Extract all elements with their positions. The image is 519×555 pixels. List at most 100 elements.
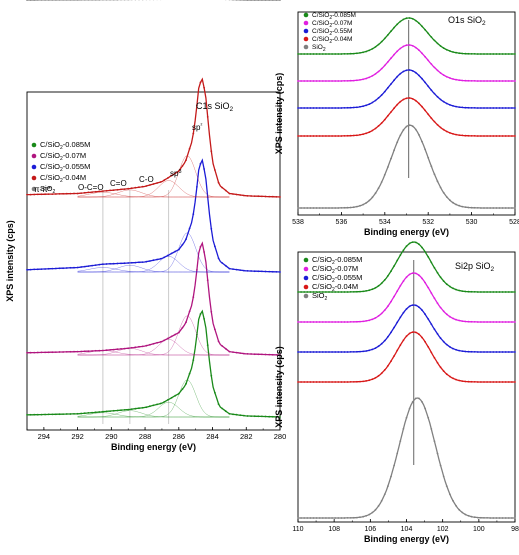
data-point [337, 321, 339, 323]
data-point [415, 72, 417, 74]
data-point [483, 291, 485, 293]
x-axis-label: Binding energy (eV) [364, 534, 449, 544]
data-point [268, 271, 270, 273]
data-point [365, 51, 367, 53]
data-point [331, 351, 333, 353]
data-point [449, 77, 451, 79]
data-point [449, 346, 451, 348]
data-point [210, 311, 212, 313]
series-markers-2 [297, 304, 516, 353]
x-tick-label: 104 [401, 526, 413, 533]
data-point [88, 265, 90, 267]
data-point [261, 416, 263, 418]
data-point [511, 135, 513, 137]
data-point [347, 517, 349, 519]
data-point [437, 96, 439, 98]
data-point [486, 80, 488, 82]
data-point [207, 344, 209, 346]
data-point [514, 381, 516, 383]
data-point [430, 292, 432, 294]
data-point [319, 351, 321, 353]
data-point [229, 193, 231, 195]
data-point [502, 135, 504, 137]
data-point [300, 321, 302, 323]
data-point [403, 19, 405, 21]
data-point [247, 195, 249, 197]
data-point [51, 351, 53, 353]
data-point [434, 93, 436, 95]
data-point [427, 60, 429, 62]
data-point [511, 381, 513, 383]
data-point [409, 305, 411, 307]
data-point [486, 351, 488, 353]
data-point [325, 351, 327, 353]
data-point [359, 516, 361, 518]
data-point [477, 321, 479, 323]
data-point [381, 313, 383, 315]
data-point [424, 282, 426, 284]
data-point [225, 190, 227, 192]
data-point [80, 266, 82, 268]
data-point [124, 262, 126, 264]
data-point [384, 309, 386, 311]
data-point [229, 268, 231, 270]
data-point [203, 251, 205, 253]
data-point [449, 132, 451, 134]
data-point [480, 291, 482, 293]
data-point [113, 263, 115, 265]
data-point [113, 410, 115, 412]
data-point [368, 349, 370, 351]
data-point [393, 355, 395, 357]
data-point [468, 351, 470, 353]
data-point [356, 206, 358, 208]
data-point [412, 70, 414, 72]
data-point [390, 111, 392, 113]
data-point [390, 158, 392, 160]
data-point [406, 308, 408, 310]
data-point [117, 348, 119, 350]
x-tick-label: 98 [511, 526, 519, 533]
data-point [381, 282, 383, 284]
data-point [409, 69, 411, 71]
data-point [225, 265, 227, 267]
data-point [421, 106, 423, 108]
data-point [300, 351, 302, 353]
x-tick-label: 528 [509, 219, 519, 226]
data-point [508, 107, 510, 109]
data-point [437, 302, 439, 304]
data-point [316, 351, 318, 353]
data-point [390, 360, 392, 362]
component-fit-1-3 [78, 348, 230, 355]
data-point [378, 44, 380, 46]
x-tick-label: 292 [71, 432, 84, 441]
data-point [437, 43, 439, 45]
data-point [468, 291, 470, 293]
data-point [337, 207, 339, 209]
data-point [319, 80, 321, 82]
data-point [421, 278, 423, 280]
data-point [468, 107, 470, 109]
data-point [325, 517, 327, 519]
data-point [403, 339, 405, 341]
data-point [412, 241, 414, 243]
data-point [430, 323, 432, 325]
data-point [365, 320, 367, 322]
x-tick-label: 282 [240, 432, 253, 441]
data-point [310, 53, 312, 55]
data-point [95, 264, 97, 266]
data-point [455, 349, 457, 351]
data-point [421, 52, 423, 54]
data-point [406, 126, 408, 128]
data-point [51, 414, 53, 416]
data-point [461, 107, 463, 109]
data-point [117, 410, 119, 412]
data-point [325, 135, 327, 137]
data-point [347, 291, 349, 293]
data-point [455, 379, 457, 381]
data-point [26, 352, 28, 354]
x-tick-label: 110 [292, 526, 303, 533]
panel-title: Si2p SiO2 [455, 261, 495, 273]
series-markers-0 [26, 313, 281, 418]
data-point [381, 94, 383, 96]
data-point [368, 200, 370, 202]
